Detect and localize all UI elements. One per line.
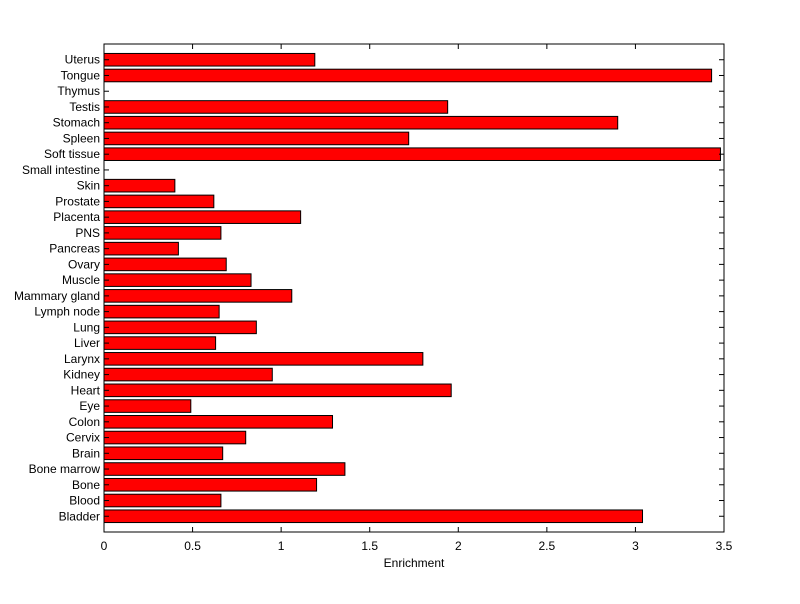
y-tick-label-placenta: Placenta [53,210,100,224]
y-tick-label-lung: Lung [73,320,100,334]
bar-muscle [103,273,252,287]
bar-skin [103,178,176,193]
bar-colon [103,415,334,429]
bar-lymph-node [103,304,220,319]
y-tick-label-muscle: Muscle [62,273,100,287]
y-tick-label-stomach: Stomach [53,116,100,130]
x-tick-label: 3.5 [716,539,733,553]
bar-heart [103,383,452,398]
y-tick-label-ovary: Ovary [68,257,100,271]
y-tick-label-lymph-node: Lymph node [34,305,100,319]
y-tick-label-spleen: Spleen [63,131,100,145]
ticks-layer [103,44,725,532]
x-tick-label: 2.5 [539,539,556,553]
y-tick-label-skin: Skin [77,179,100,193]
bar-tongue [103,68,713,83]
y-tick-label-pns: PNS [75,226,100,240]
bar-kidney [103,367,273,382]
y-tick-label-colon: Colon [69,415,100,429]
y-tick-label-brain: Brain [72,446,100,460]
x-tick-label: 3 [632,539,639,553]
x-tick-label: 1 [278,539,285,553]
y-tick-label-liver: Liver [74,336,100,350]
bar-pns [103,226,222,240]
axes-box [103,43,725,533]
y-tick-label-kidney: Kidney [63,368,100,382]
bar-ovary [103,257,227,272]
y-tick-label-bone: Bone [72,478,100,492]
bar-larynx [103,352,424,366]
y-tick-label-bladder: Bladder [59,509,100,523]
y-tick-label-heart: Heart [71,383,101,397]
bar-stomach [103,115,619,130]
y-tick-label-bone-marrow: Bone marrow [29,462,101,476]
bar-lung [103,320,257,335]
bar-mammary-gland [103,289,293,303]
bar-bone-marrow [103,462,346,476]
y-tick-label-tongue: Tongue [61,68,101,82]
bar-cervix [103,430,247,445]
y-tick-label-larynx: Larynx [64,352,100,366]
bar-prostate [103,194,215,209]
y-tick-label-prostate: Prostate [55,194,100,208]
y-tick-label-small-intestine: Small intestine [22,163,100,177]
bar-blood [103,493,222,508]
bar-liver [103,336,217,350]
x-tick-label: 0 [101,539,108,553]
bar-placenta [103,210,302,224]
bar-bladder [103,509,644,524]
bar-spleen [103,131,410,146]
bar-brain [103,446,224,461]
bars-layer [103,52,721,524]
y-tick-label-pancreas: Pancreas [49,242,100,256]
bar-soft-tissue [103,147,721,161]
y-tick-label-blood: Blood [69,494,100,508]
y-tick-label-mammary-gland: Mammary gland [14,289,100,303]
bar-uterus [103,52,316,67]
x-tick-label: 1.5 [361,539,378,553]
bar-pancreas [103,241,179,256]
y-tick-label-testis: Testis [69,100,100,114]
y-tick-label-soft-tissue: Soft tissue [44,147,100,161]
x-tick-label: 0.5 [184,539,201,553]
y-tick-label-thymus: Thymus [57,84,100,98]
bar-eye [103,399,192,413]
x-tick-label: 2 [455,539,462,553]
y-tick-label-cervix: Cervix [66,431,100,445]
bar-testis [103,100,449,114]
y-tick-label-uterus: Uterus [65,53,100,67]
bar-bone [103,477,318,492]
y-tick-label-eye: Eye [79,399,100,413]
x-axis-label: Enrichment [384,556,445,570]
